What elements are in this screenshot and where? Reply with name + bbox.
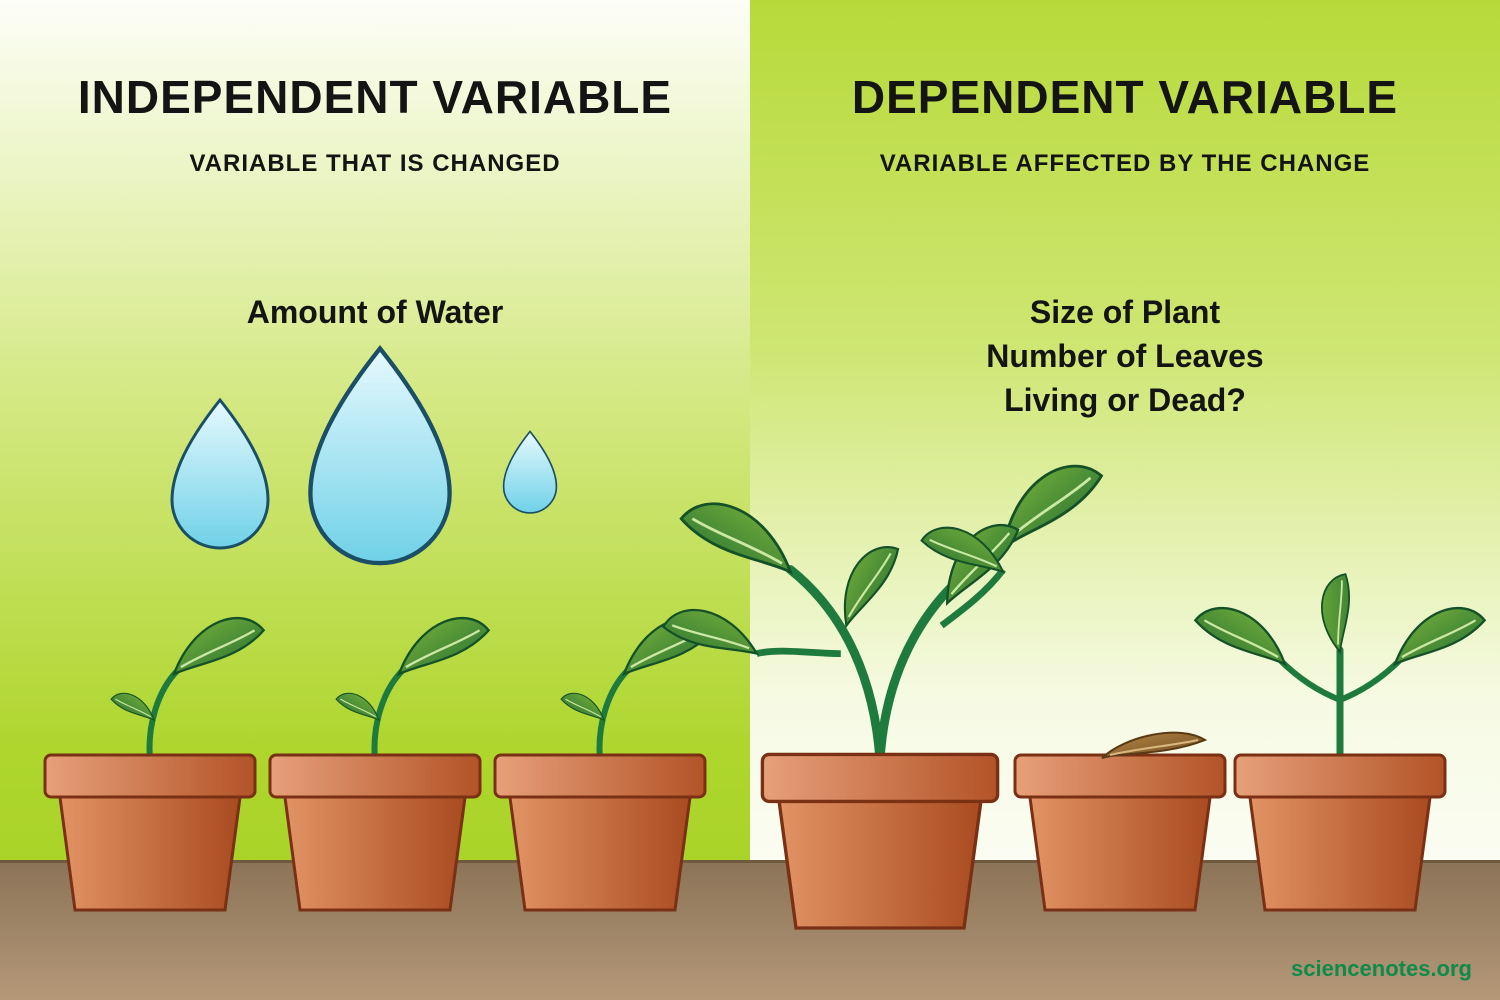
potted-plant	[495, 618, 714, 910]
potted-plant	[1015, 733, 1225, 910]
seedling-plant-icon	[336, 618, 489, 760]
flower-pot-icon	[45, 755, 255, 910]
seedling-plant-icon	[111, 618, 264, 760]
potted-plant	[45, 618, 264, 910]
water-drop-icon	[310, 349, 449, 564]
flower-pot-icon	[495, 755, 705, 910]
artwork-svg	[0, 0, 1500, 1000]
footer-credit: sciencenotes.org	[1291, 956, 1472, 982]
water-drops	[172, 349, 556, 564]
water-drop-icon	[172, 400, 268, 548]
flower-pot-icon	[762, 754, 997, 928]
infographic-stage: INDEPENDENT VARIABLE VARIABLE THAT IS CH…	[0, 0, 1500, 1000]
flower-pot-icon	[1235, 755, 1445, 910]
big-plant-icon	[661, 461, 1110, 760]
plant-pots	[45, 461, 1485, 928]
flower-pot-icon	[270, 755, 480, 910]
potted-plant	[1195, 569, 1484, 910]
water-drop-icon	[504, 432, 557, 513]
flower-pot-icon	[1015, 755, 1225, 910]
medium-plant-icon	[1195, 569, 1484, 760]
potted-plant	[270, 618, 489, 910]
